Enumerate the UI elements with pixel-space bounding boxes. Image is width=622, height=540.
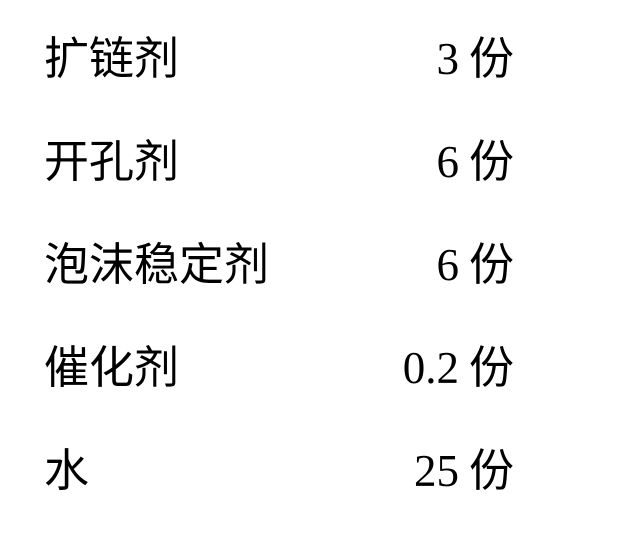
ingredient-value: 3: [349, 33, 459, 85]
ingredient-unit: 份: [469, 331, 514, 396]
ingredient-label: 催化剂: [44, 331, 349, 396]
ingredient-label: 开孔剂: [44, 125, 349, 190]
ingredient-value: 6: [349, 136, 459, 188]
ingredient-value: 0.2: [349, 342, 459, 394]
ingredient-label: 扩链剂: [44, 22, 349, 87]
ingredient-label: 泡沫稳定剂: [44, 228, 349, 293]
ingredient-label: 水: [44, 434, 349, 499]
table-row: 开孔剂 6 份: [44, 125, 622, 228]
ingredients-table: 扩链剂 3 份 开孔剂 6 份 泡沫稳定剂 6 份 催化剂 0.2 份 水 25…: [0, 0, 622, 540]
ingredient-unit: 份: [469, 125, 514, 190]
table-row: 扩链剂 3 份: [44, 22, 622, 125]
ingredient-unit: 份: [469, 434, 514, 499]
ingredient-unit: 份: [469, 22, 514, 87]
table-row: 催化剂 0.2 份: [44, 331, 622, 434]
table-row: 水 25 份: [44, 434, 622, 537]
ingredient-value: 6: [349, 239, 459, 291]
ingredient-unit: 份: [469, 228, 514, 293]
ingredient-value: 25: [349, 445, 459, 497]
table-row: 泡沫稳定剂 6 份: [44, 228, 622, 331]
